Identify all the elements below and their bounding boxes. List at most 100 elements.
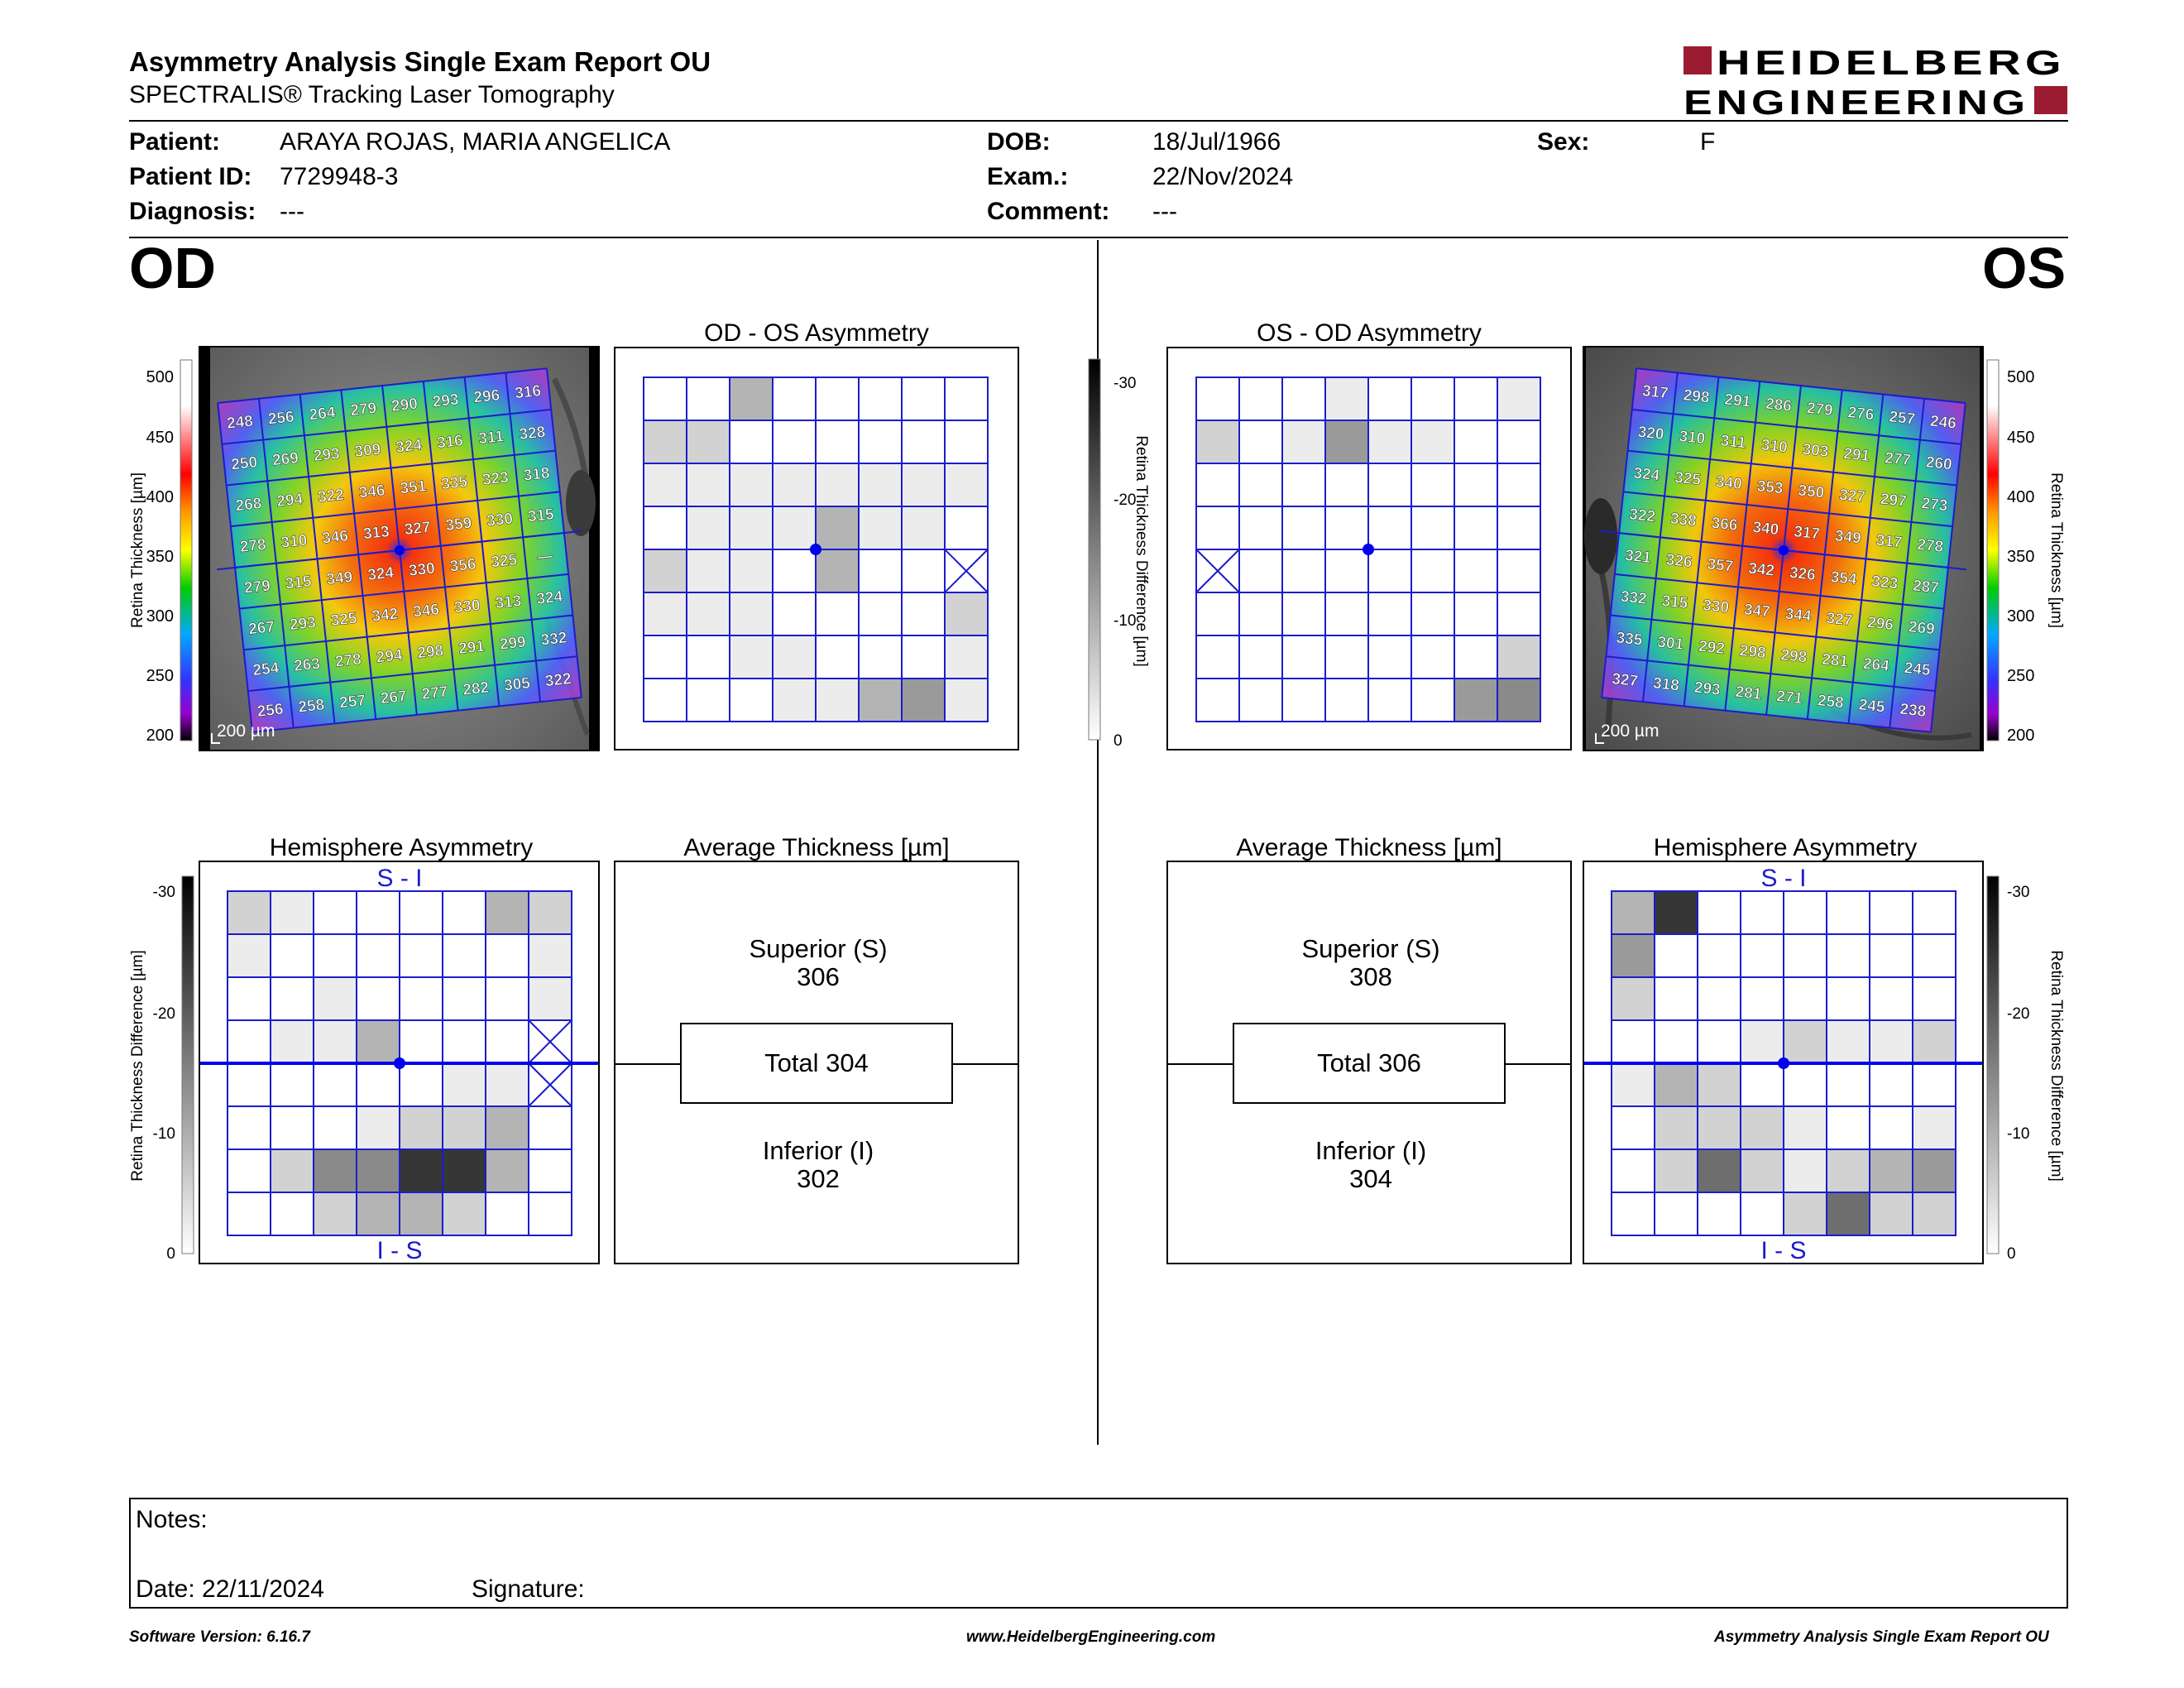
grid-cell (442, 890, 486, 935)
grid-cell (858, 506, 903, 550)
grid-cell (485, 976, 529, 1021)
grid-cell (858, 592, 903, 636)
grid-cell (1697, 1019, 1741, 1064)
grid-cell (858, 678, 903, 722)
grid-cell (1281, 678, 1326, 722)
thickness-value: 327 (1611, 670, 1639, 690)
grid-cell (1238, 678, 1283, 722)
thickness-value: 282 (462, 679, 490, 699)
notes-box[interactable]: Notes: Date: 22/11/2024 Signature: (129, 1498, 2068, 1609)
grid-cell (1783, 933, 1827, 978)
thickness-value: 317 (1793, 523, 1821, 543)
grid-cell (1697, 1062, 1741, 1107)
tick-200: 200 (2007, 727, 2034, 745)
thickness-value: 353 (1756, 477, 1784, 497)
grid-cell (1367, 463, 1412, 507)
thickness-value: 351 (400, 477, 428, 497)
thickness-value: 357 (1707, 555, 1735, 575)
thickness-value: 309 (354, 441, 382, 461)
grid-cell (1367, 420, 1412, 464)
grid-cell (901, 549, 946, 593)
thickness-value: 347 (1743, 601, 1771, 621)
grid-cell (1324, 506, 1369, 550)
grid-cell (1654, 1062, 1698, 1107)
tick-0: 0 (1114, 732, 1123, 750)
tick-400: 400 (146, 488, 174, 506)
report-subtitle: SPECTRALIS® Tracking Laser Tomography (129, 81, 615, 108)
thickness-value: 346 (321, 527, 349, 547)
thickness-value: 324 (535, 588, 563, 608)
thickness-value: 316 (436, 432, 464, 452)
grid-cell (1869, 1105, 1913, 1150)
thickness-value: 292 (1698, 638, 1726, 658)
grid-cell (1410, 549, 1455, 593)
thickness-value: 298 (416, 642, 444, 662)
thickness-value: 296 (1866, 614, 1894, 634)
od-thickness-colorbar (180, 359, 193, 741)
hemisphere-top-label: S - I (1760, 865, 1806, 892)
grid-cell (686, 506, 730, 550)
grid-cell (1611, 1019, 1655, 1064)
grid-cell (1611, 976, 1655, 1021)
grid-cell (313, 1105, 357, 1150)
od-asymmetry-grid (643, 376, 989, 722)
od-inferior-label: Inferior (I) (762, 1136, 874, 1165)
od-superior-value: 306 (797, 962, 840, 991)
grid-cell (1654, 933, 1698, 978)
grid-cell (729, 463, 774, 507)
grid-cell (270, 933, 314, 978)
grid-cell (528, 933, 572, 978)
thickness-value: 301 (1656, 634, 1684, 654)
grid-cell (1654, 1019, 1698, 1064)
grid-cell (686, 635, 730, 679)
thickness-value: 322 (317, 487, 345, 506)
grid-cell (1195, 376, 1240, 421)
grid-cell (1410, 420, 1455, 464)
thickness-value: 315 (285, 573, 313, 592)
grid-cell (227, 1192, 271, 1236)
grid-cell (944, 376, 989, 421)
grid-cell (1697, 1192, 1741, 1236)
footer-website[interactable]: www.HeidelbergEngineering.com (966, 1628, 1216, 1646)
tick-500: 500 (146, 368, 174, 386)
grid-cell (1454, 592, 1498, 636)
thickness-value: 321 (1624, 547, 1652, 567)
od-inferior-value: 302 (797, 1164, 840, 1193)
grid-cell (1697, 1149, 1741, 1193)
grid-cell (643, 376, 687, 421)
grid-cell (772, 635, 817, 679)
thickness-value: 313 (495, 592, 523, 612)
grid-cell (528, 890, 572, 935)
grid-cell (1324, 420, 1369, 464)
os-asymmetry-title: OS - OD Asymmetry (1257, 319, 1482, 347)
patient-id: 7729948-3 (280, 163, 399, 190)
header-divider (129, 120, 2068, 122)
thickness-value: 328 (519, 424, 547, 444)
hemisphere-top-label: S - I (376, 865, 422, 892)
thickness-value: 324 (366, 564, 395, 584)
grid-cell (1497, 549, 1541, 593)
grid-cell (944, 592, 989, 636)
thickness-value: 356 (449, 555, 477, 575)
tick-m30: -30 (2007, 884, 2029, 901)
grid-cell (313, 976, 357, 1021)
thickness-value: 279 (349, 400, 377, 420)
od-scale-bar: 200 µm (217, 722, 275, 741)
thickness-value: 323 (1870, 573, 1899, 592)
thickness-value: 330 (486, 511, 514, 530)
grid-cell (227, 1019, 271, 1064)
grid-cell (815, 549, 860, 593)
thickness-value: 366 (1711, 515, 1739, 535)
thickness-value: 293 (1693, 679, 1722, 699)
grid-cell (270, 1192, 314, 1236)
grid-cell (686, 420, 730, 464)
thickness-value: 298 (1780, 646, 1808, 666)
thickness-value: 346 (412, 601, 440, 621)
grid-cell (399, 976, 443, 1021)
grid-cell (1238, 463, 1283, 507)
thickness-value: 322 (544, 670, 572, 690)
report-title: Asymmetry Analysis Single Exam Report OU (129, 46, 711, 77)
grid-cell (772, 506, 817, 550)
thickness-value: 340 (1751, 519, 1779, 539)
fovea-center-marker (394, 1057, 405, 1069)
